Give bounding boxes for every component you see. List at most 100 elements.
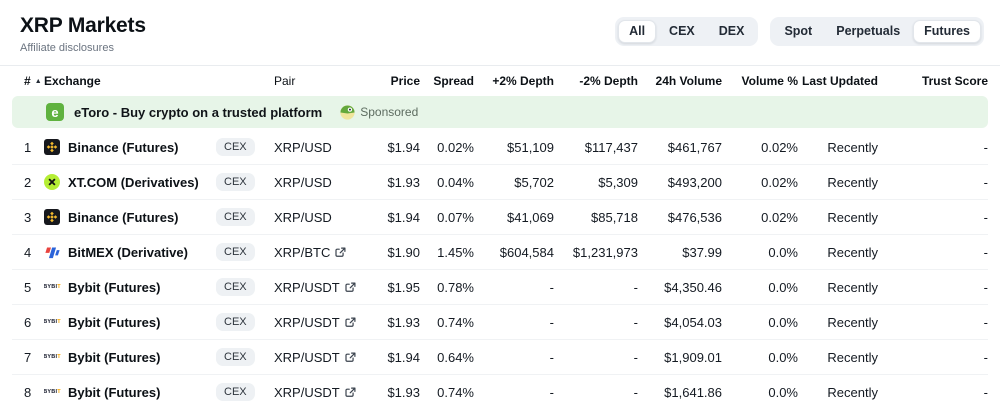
external-link-icon[interactable]	[345, 317, 356, 328]
column-header-last-updated[interactable]: Last Updated	[801, 74, 878, 88]
exchange-name[interactable]: Binance (Futures)	[68, 139, 179, 155]
exchange-cell[interactable]: BYBIT Bybit (Futures)	[44, 349, 216, 365]
volume-cell: $1,909.01	[664, 349, 722, 365]
last-updated-cell: Recently	[827, 244, 878, 260]
exchange-name[interactable]: Bybit (Futures)	[68, 349, 161, 365]
title-block: XRP Markets Affiliate disclosures	[20, 14, 146, 56]
table-row[interactable]: 6 BYBIT Bybit (Futures) CEX XRP/USDT $1.…	[12, 304, 988, 339]
table-row[interactable]: 5 BYBIT Bybit (Futures) CEX XRP/USDT $1.…	[12, 269, 988, 304]
column-header-exchange[interactable]: Exchange	[44, 74, 101, 88]
volume-cell: $4,054.03	[664, 314, 722, 330]
rank-cell: 5	[24, 279, 32, 295]
column-header-rank[interactable]: # ▲	[24, 74, 42, 88]
table-row[interactable]: 1 Binance (Futures) CEX XRP/USD $1.94	[12, 130, 988, 164]
volume-pct-cell: 0.02%	[761, 174, 798, 190]
exchange-name[interactable]: Bybit (Futures)	[68, 314, 161, 330]
etoro-logo: e	[46, 103, 64, 121]
spread-cell: 0.64%	[437, 349, 474, 365]
pair-cell[interactable]: XRP/USD	[274, 210, 386, 225]
exchange-cell[interactable]: Binance (Futures)	[44, 139, 216, 155]
pair-cell[interactable]: XRP/USD	[274, 140, 386, 155]
exchange-name[interactable]: Binance (Futures)	[68, 209, 179, 225]
volume-cell: $4,350.46	[664, 279, 722, 295]
pair-cell[interactable]: XRP/USD	[274, 175, 386, 190]
price-cell: $1.94	[387, 139, 420, 155]
exchange-name[interactable]: XT.COM (Derivatives)	[68, 174, 199, 190]
price-cell: $1.94	[387, 209, 420, 225]
volume-pct-cell: 0.0%	[768, 384, 798, 400]
price-cell: $1.93	[387, 384, 420, 400]
trust-score-cell: -	[983, 244, 988, 260]
spread-cell: 0.04%	[437, 174, 474, 190]
filter-button-dex[interactable]: DEX	[708, 20, 756, 43]
column-header-minus2-depth[interactable]: -2% Depth	[579, 74, 638, 88]
rank-cell: 7	[24, 349, 32, 365]
minus2-depth-cell: -	[633, 314, 638, 330]
type-cell: CEX	[216, 137, 274, 157]
column-header-trust-score[interactable]: Trust Score	[921, 74, 988, 88]
last-updated-cell: Recently	[827, 279, 878, 295]
sponsored-banner[interactable]: e eToro - Buy crypto on a trusted platfo…	[12, 96, 988, 128]
exchange-cell[interactable]: Binance (Futures)	[44, 209, 216, 225]
external-link-icon[interactable]	[345, 352, 356, 363]
column-header-pair[interactable]: Pair	[274, 74, 296, 88]
cex-badge: CEX	[216, 172, 255, 192]
column-header-24h-volume[interactable]: 24h Volume	[655, 74, 722, 88]
bybit-logo: BYBIT	[44, 389, 61, 395]
exchange-cell[interactable]: BitMEX (Derivative)	[44, 244, 216, 260]
pair-label: XRP/USDT	[274, 384, 340, 400]
pair-cell[interactable]: XRP/USDT	[274, 385, 386, 400]
table-row[interactable]: 2 XT.COM (Derivatives) CEX XRP/USD $1.93	[12, 164, 988, 199]
exchange-cell[interactable]: BYBIT Bybit (Futures)	[44, 314, 216, 330]
pair-cell[interactable]: XRP/USDT	[274, 315, 386, 330]
external-link-icon[interactable]	[345, 387, 356, 398]
volume-pct-cell: 0.0%	[768, 279, 798, 295]
type-cell: CEX	[216, 312, 274, 332]
spread-cell: 0.78%	[437, 279, 474, 295]
last-updated-cell: Recently	[827, 139, 878, 155]
price-cell: $1.90	[387, 244, 420, 260]
table-header-row: # ▲ Exchange Pair Price Spread +2% Depth…	[12, 66, 988, 96]
last-updated-cell: Recently	[827, 349, 878, 365]
cex-badge: CEX	[216, 242, 255, 262]
table-row[interactable]: 4 BitMEX (Derivative) CEX XRP/BTC $1.90	[12, 234, 988, 269]
filter-button-perpetuals[interactable]: Perpetuals	[825, 20, 911, 43]
spread-cell: 1.45%	[437, 244, 474, 260]
table-row[interactable]: 8 BYBIT Bybit (Futures) CEX XRP/USDT $1.…	[12, 374, 988, 409]
column-header-plus2-depth[interactable]: +2% Depth	[492, 74, 554, 88]
filter-button-spot[interactable]: Spot	[773, 20, 823, 43]
plus2-depth-cell: -	[549, 384, 554, 400]
sort-ascending-icon: ▲	[34, 77, 42, 85]
column-header-volume-pct[interactable]: Volume %	[741, 74, 798, 88]
table-row[interactable]: 7 BYBIT Bybit (Futures) CEX XRP/USDT $1.…	[12, 339, 988, 374]
markets-table: # ▲ Exchange Pair Price Spread +2% Depth…	[12, 66, 988, 409]
column-header-spread[interactable]: Spread	[433, 74, 474, 88]
external-link-icon[interactable]	[335, 247, 346, 258]
pair-cell[interactable]: XRP/USDT	[274, 350, 386, 365]
column-header-price[interactable]: Price	[390, 74, 420, 88]
type-cell: CEX	[216, 347, 274, 367]
pair-label: XRP/USDT	[274, 314, 340, 330]
exchange-cell[interactable]: BYBIT Bybit (Futures)	[44, 384, 216, 400]
table-row[interactable]: 3 Binance (Futures) CEX XRP/USD $1.94	[12, 199, 988, 234]
exchange-cell[interactable]: XT.COM (Derivatives)	[44, 174, 216, 190]
xt-logo	[44, 174, 60, 190]
minus2-depth-cell: -	[633, 349, 638, 365]
trust-score-cell: -	[983, 384, 988, 400]
exchange-name[interactable]: Bybit (Futures)	[68, 279, 161, 295]
pair-label: XRP/USD	[274, 139, 332, 155]
pair-cell[interactable]: XRP/BTC	[274, 245, 386, 260]
exchange-name[interactable]: BitMEX (Derivative)	[68, 244, 188, 260]
filter-button-futures[interactable]: Futures	[913, 20, 981, 43]
plus2-depth-cell: $51,109	[507, 139, 554, 155]
affiliate-disclosures-link[interactable]: Affiliate disclosures	[20, 42, 114, 54]
volume-pct-cell: 0.02%	[761, 139, 798, 155]
rank-cell: 1	[24, 139, 32, 155]
filter-button-all[interactable]: All	[618, 20, 657, 43]
pair-cell[interactable]: XRP/USDT	[274, 280, 386, 295]
exchange-name[interactable]: Bybit (Futures)	[68, 384, 161, 400]
cex-badge: CEX	[216, 137, 255, 157]
filter-button-cex[interactable]: CEX	[658, 20, 706, 43]
exchange-cell[interactable]: BYBIT Bybit (Futures)	[44, 279, 216, 295]
external-link-icon[interactable]	[345, 282, 356, 293]
